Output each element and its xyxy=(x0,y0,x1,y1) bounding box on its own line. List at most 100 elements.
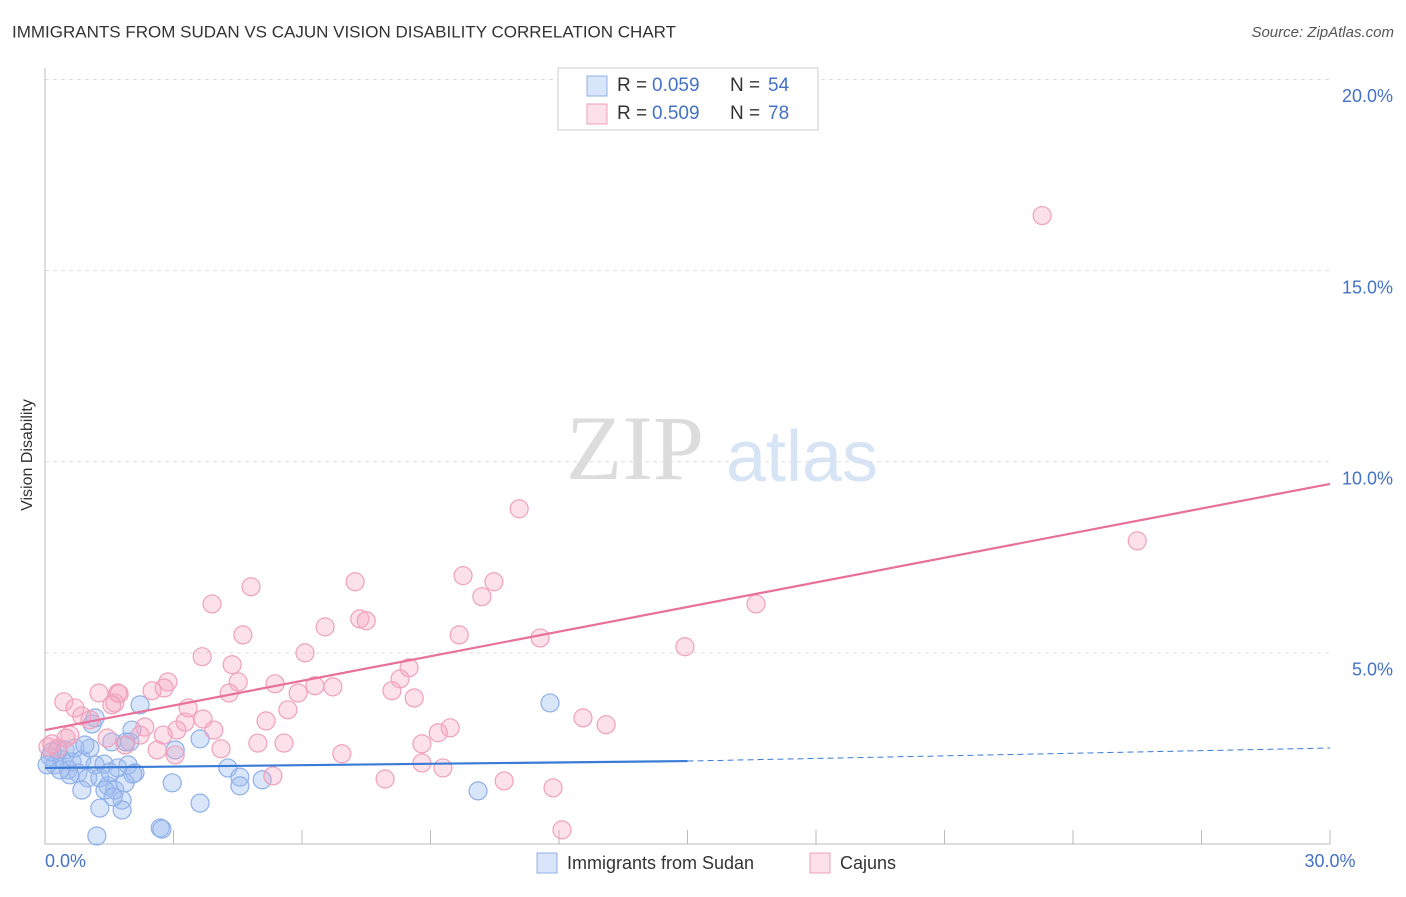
point xyxy=(288,683,308,703)
y-tick-label: 10.0% xyxy=(1342,468,1393,488)
legend-r-label: R = xyxy=(617,103,647,124)
point xyxy=(154,678,174,698)
x-tick-label: 30.0% xyxy=(1304,851,1355,871)
point xyxy=(152,819,172,839)
point xyxy=(449,625,469,645)
legend-r: 0.059 xyxy=(652,75,700,96)
point xyxy=(675,637,695,657)
y-tick-label: 5.0% xyxy=(1352,660,1393,680)
point xyxy=(102,695,122,715)
trend-line xyxy=(44,482,1331,732)
point xyxy=(130,695,150,715)
point xyxy=(75,735,95,755)
point xyxy=(150,818,170,838)
legend-label: Cajuns xyxy=(840,853,896,873)
watermark: ZIP xyxy=(566,397,704,499)
point xyxy=(95,780,115,800)
point xyxy=(118,755,138,775)
point xyxy=(494,771,514,791)
point xyxy=(323,677,343,697)
legend-n-label: N = xyxy=(730,75,760,96)
point xyxy=(103,787,123,807)
point xyxy=(315,617,335,637)
point xyxy=(412,734,432,754)
legend-label: Immigrants from Sudan xyxy=(567,853,754,873)
point xyxy=(112,800,132,820)
point xyxy=(1127,531,1147,551)
point xyxy=(42,734,62,754)
point xyxy=(345,572,365,592)
point xyxy=(50,760,70,780)
point xyxy=(746,594,766,614)
point xyxy=(530,628,550,648)
point xyxy=(433,758,453,778)
trend-line xyxy=(44,759,688,770)
legend-r-label: R = xyxy=(617,75,647,96)
point xyxy=(256,711,276,731)
point xyxy=(175,712,195,732)
legend-n: 78 xyxy=(768,103,789,124)
point xyxy=(274,733,294,753)
watermark: atlas xyxy=(726,417,878,497)
point xyxy=(204,720,224,740)
y-tick-label: 20.0% xyxy=(1342,86,1393,106)
legend-swatch xyxy=(586,75,608,97)
point xyxy=(278,700,298,720)
legend-swatch xyxy=(809,852,831,874)
point xyxy=(233,625,253,645)
chart-title: IMMIGRANTS FROM SUDAN VS CAJUN VISION DI… xyxy=(12,22,676,41)
point xyxy=(375,769,395,789)
point xyxy=(190,729,210,749)
legend-n-label: N = xyxy=(730,103,760,124)
point xyxy=(60,765,80,785)
point xyxy=(453,566,473,586)
y-tick-label: 15.0% xyxy=(1342,277,1393,297)
trend-line xyxy=(687,747,1331,762)
x-tick-label: 0.0% xyxy=(45,851,86,871)
point xyxy=(105,693,125,713)
point xyxy=(263,766,283,786)
point xyxy=(202,594,222,614)
point xyxy=(72,780,92,800)
point xyxy=(87,826,107,846)
point xyxy=(295,643,315,663)
point xyxy=(573,708,593,728)
legend-r: 0.509 xyxy=(652,103,700,124)
legend-n: 54 xyxy=(768,75,790,96)
point xyxy=(147,740,167,760)
point xyxy=(540,693,560,713)
point xyxy=(552,820,572,840)
point xyxy=(190,793,210,813)
point xyxy=(332,744,352,764)
point xyxy=(130,725,150,745)
point xyxy=(123,764,143,784)
point xyxy=(165,745,185,765)
point xyxy=(252,770,272,790)
point xyxy=(230,776,250,796)
point xyxy=(509,499,529,519)
point xyxy=(54,692,74,712)
point xyxy=(142,681,162,701)
point xyxy=(192,647,212,667)
point xyxy=(382,681,402,701)
point xyxy=(404,688,424,708)
point xyxy=(596,715,616,735)
point xyxy=(162,773,182,793)
point xyxy=(90,798,110,818)
source: Source: ZipAtlas.com xyxy=(1251,24,1394,41)
legend-swatch xyxy=(586,103,608,125)
point xyxy=(472,587,492,607)
point xyxy=(105,780,125,800)
point xyxy=(484,572,504,592)
point xyxy=(56,728,76,748)
plot-area xyxy=(37,68,1331,846)
legend-swatch xyxy=(536,852,558,874)
point xyxy=(440,718,460,738)
point xyxy=(468,781,488,801)
point xyxy=(65,698,85,718)
point xyxy=(356,611,376,631)
legend-box xyxy=(557,67,819,131)
point xyxy=(1032,205,1052,226)
